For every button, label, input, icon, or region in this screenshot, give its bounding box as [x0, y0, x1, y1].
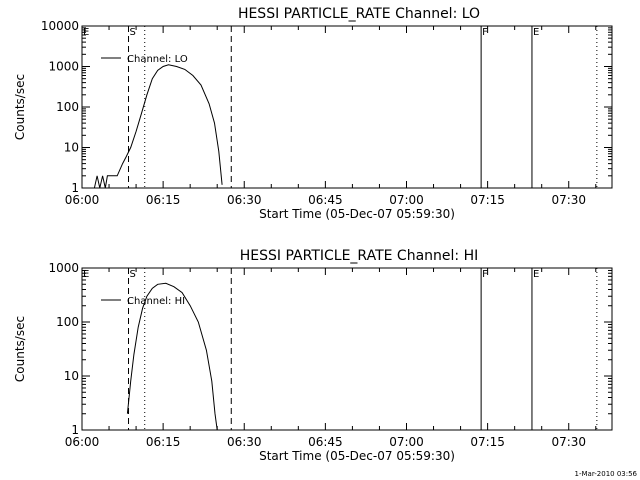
y-tick-label: 10 — [64, 369, 79, 383]
x-tick-label: 06:45 — [308, 435, 343, 449]
y-tick-label: 1000 — [48, 261, 79, 275]
series-line — [93, 64, 223, 189]
legend-label: Channel: LO — [127, 54, 188, 65]
plot-frame — [81, 25, 613, 189]
legend-label: Channel: HI — [127, 296, 185, 307]
x-tick-label: 07:00 — [389, 435, 424, 449]
panel-lo: HESSI PARTICLE_RATE Channel: LO 06:00 06:1… — [13, 6, 613, 221]
y-tick-label: 1 — [71, 423, 79, 437]
x-tick-label: 06:15 — [146, 435, 181, 449]
x-tick-label: 07:30 — [551, 193, 586, 207]
x-tick-label: 06:15 — [146, 193, 181, 207]
x-tick-label: 06:45 — [308, 193, 343, 207]
x-axis-label: Start Time (05-Dec-07 05:59:30) — [259, 449, 455, 463]
y-axis-label: Counts/sec — [13, 74, 27, 140]
y-tick-label: 10000 — [41, 19, 79, 33]
event-marker-label: E — [83, 27, 89, 38]
y-axis-label: Counts/sec — [13, 316, 27, 382]
y-tick-label: 100 — [56, 315, 79, 329]
panel-hi: HESSI PARTICLE_RATE Channel: HI 06:00 06:1… — [13, 248, 613, 463]
chart-title: HESSI PARTICLE_RATE Channel: HI — [240, 248, 478, 264]
x-axis-label: Start Time (05-Dec-07 05:59:30) — [259, 207, 455, 221]
x-tick-label: 07:30 — [551, 435, 586, 449]
x-tick-label: 07:15 — [470, 435, 505, 449]
footer-timestamp: 1-Mar-2010 03:56 — [575, 470, 638, 478]
event-marker-label: F — [482, 269, 488, 280]
event-marker-label: E — [83, 269, 89, 280]
event-marker-label: E — [533, 27, 539, 38]
x-tick-label: 06:30 — [227, 193, 262, 207]
y-tick-label: 100 — [56, 100, 79, 114]
y-tick-label: 10 — [64, 141, 79, 155]
chart-title: HESSI PARTICLE_RATE Channel: LO — [238, 6, 480, 22]
x-tick-label: 06:00 — [65, 193, 100, 207]
x-tick-label: 07:15 — [470, 193, 505, 207]
x-tick-label: 06:00 — [65, 435, 100, 449]
event-marker-label: S — [130, 269, 136, 280]
plot-frame — [81, 267, 613, 431]
y-tick-label: 1000 — [48, 60, 79, 74]
event-marker-label: E — [533, 269, 539, 280]
event-marker-label: F — [482, 27, 488, 38]
y-tick-label: 1 — [71, 181, 79, 195]
series-line — [126, 282, 218, 431]
event-marker-label: S — [130, 27, 136, 38]
x-tick-label: 06:30 — [227, 435, 262, 449]
x-tick-label: 07:00 — [389, 193, 424, 207]
